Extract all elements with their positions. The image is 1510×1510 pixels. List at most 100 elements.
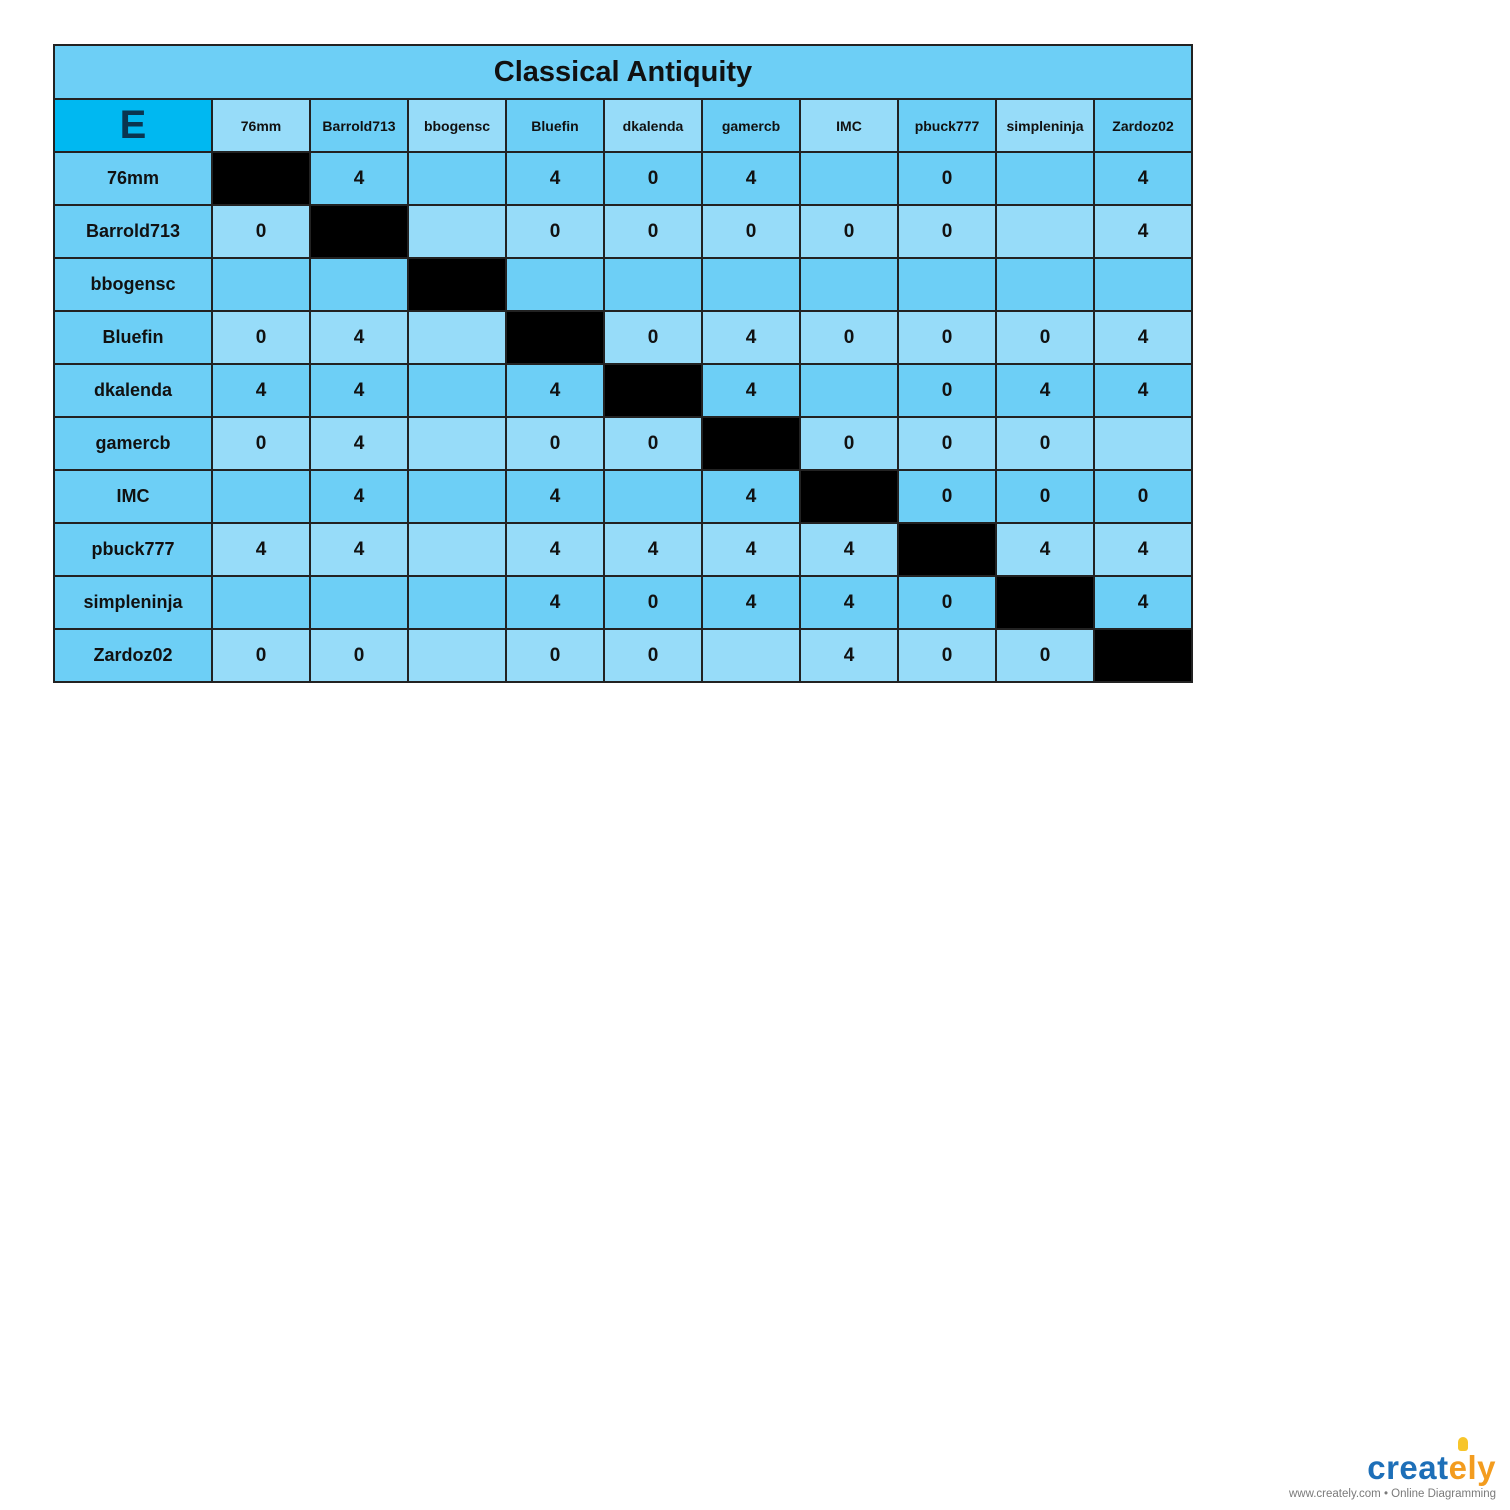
score-cell	[1093, 416, 1193, 471]
diagonal-cell	[603, 363, 703, 418]
score-cell: 4	[309, 522, 409, 577]
score-cell: 4	[309, 151, 409, 206]
diagonal-cell	[701, 416, 801, 471]
column-header: Barrold713	[309, 98, 409, 153]
score-cell	[309, 257, 409, 312]
score-cell	[407, 575, 507, 630]
score-cell	[701, 628, 801, 683]
score-cell: 0	[897, 628, 997, 683]
column-header: IMC	[799, 98, 899, 153]
score-cell	[211, 257, 311, 312]
score-cell	[701, 257, 801, 312]
matrix-row: Zardoz02 0 0 0 0 4 0 0	[53, 628, 1193, 683]
diagonal-cell	[995, 575, 1095, 630]
score-cell: 4	[799, 522, 899, 577]
score-cell: 0	[799, 416, 899, 471]
score-cell: 0	[897, 575, 997, 630]
row-header: gamercb	[53, 416, 213, 471]
score-cell: 4	[1093, 310, 1193, 365]
column-header: Zardoz02	[1093, 98, 1193, 153]
score-cell: 4	[505, 151, 605, 206]
score-cell	[897, 257, 997, 312]
score-cell	[407, 469, 507, 524]
score-cell: 4	[1093, 363, 1193, 418]
diagonal-cell	[309, 204, 409, 259]
column-header: simpleninja	[995, 98, 1095, 153]
logo-word-main: creat	[1367, 1449, 1449, 1486]
score-cell: 0	[701, 204, 801, 259]
score-cell: 4	[505, 522, 605, 577]
score-cell: 4	[309, 363, 409, 418]
score-cell: 4	[1093, 204, 1193, 259]
column-header: gamercb	[701, 98, 801, 153]
score-cell	[211, 469, 311, 524]
column-header: dkalenda	[603, 98, 703, 153]
score-cell: 0	[603, 628, 703, 683]
score-cell: 0	[995, 469, 1095, 524]
score-cell: 4	[701, 469, 801, 524]
score-cell: 0	[799, 310, 899, 365]
score-cell: 0	[995, 628, 1095, 683]
score-cell: 4	[701, 310, 801, 365]
score-cell: 0	[897, 363, 997, 418]
matrix-row: bbogensc	[53, 257, 1193, 312]
score-cell	[603, 257, 703, 312]
column-header-row: E 76mm Barrold713 bbogensc Bluefin dkalenda g…	[53, 98, 1193, 153]
score-cell	[407, 416, 507, 471]
score-cell: 4	[701, 522, 801, 577]
score-cell: 0	[1093, 469, 1193, 524]
score-cell: 4	[505, 469, 605, 524]
score-cell: 4	[1093, 522, 1193, 577]
score-cell: 0	[897, 310, 997, 365]
score-cell	[799, 151, 899, 206]
column-header: pbuck777	[897, 98, 997, 153]
diagonal-cell	[897, 522, 997, 577]
score-cell	[407, 363, 507, 418]
score-cell: 4	[799, 575, 899, 630]
score-cell: 0	[603, 416, 703, 471]
score-cell: 4	[505, 575, 605, 630]
score-cell: 0	[211, 628, 311, 683]
score-cell	[995, 151, 1095, 206]
score-cell	[211, 575, 311, 630]
score-cell	[407, 151, 507, 206]
score-cell	[505, 257, 605, 312]
matrix-title: Classical Antiquity	[53, 44, 1193, 100]
score-cell: 0	[505, 416, 605, 471]
score-cell: 4	[701, 575, 801, 630]
row-header: pbuck777	[53, 522, 213, 577]
score-cell: 4	[211, 522, 311, 577]
score-cell	[407, 204, 507, 259]
row-header: Bluefin	[53, 310, 213, 365]
score-cell: 0	[309, 628, 409, 683]
diagonal-cell	[1093, 628, 1193, 683]
row-header: Barrold713	[53, 204, 213, 259]
score-cell: 4	[211, 363, 311, 418]
score-cell	[995, 257, 1095, 312]
score-cell: 4	[505, 363, 605, 418]
score-cell	[407, 310, 507, 365]
score-cell: 0	[995, 310, 1095, 365]
creately-logo: creately www.creately.com • Online Diagr…	[1289, 1437, 1496, 1500]
score-cell: 0	[995, 416, 1095, 471]
row-header: Zardoz02	[53, 628, 213, 683]
diagonal-cell	[799, 469, 899, 524]
logo-wordmark: creately	[1289, 1450, 1496, 1486]
score-cell	[1093, 257, 1193, 312]
score-cell: 0	[211, 416, 311, 471]
score-cell	[799, 363, 899, 418]
diagonal-cell	[505, 310, 605, 365]
column-header: 76mm	[211, 98, 311, 153]
score-cell: 4	[309, 310, 409, 365]
score-cell	[995, 204, 1095, 259]
score-cell: 0	[505, 204, 605, 259]
row-header: 76mm	[53, 151, 213, 206]
lightbulb-icon	[1458, 1437, 1468, 1451]
matrix-row: IMC 4 4 4 0 0 0	[53, 469, 1193, 524]
column-header: bbogensc	[407, 98, 507, 153]
score-cell: 4	[995, 522, 1095, 577]
score-cell: 4	[309, 416, 409, 471]
score-cell: 0	[603, 310, 703, 365]
diagonal-cell	[211, 151, 311, 206]
score-cell: 4	[1093, 575, 1193, 630]
